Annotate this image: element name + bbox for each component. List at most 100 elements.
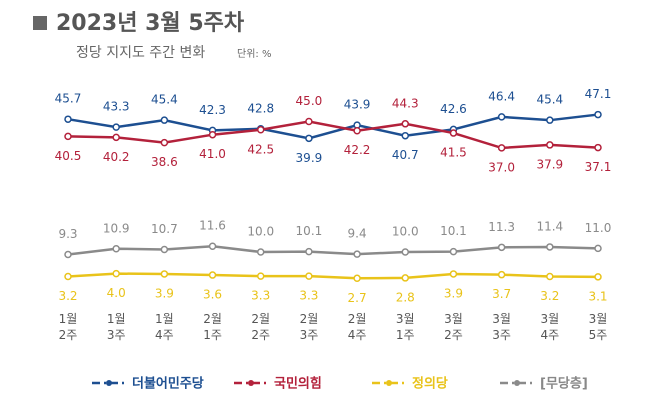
subtitle: 정당 지지도 주간 변화 — [76, 45, 205, 61]
legend-marker — [514, 380, 520, 386]
x-tick-label: 3월 3주 — [492, 312, 511, 342]
data-point — [64, 115, 72, 123]
data-label: 37.1 — [585, 160, 612, 174]
data-label: 38.6 — [151, 155, 178, 169]
data-label: 11.4 — [536, 219, 563, 233]
data-label: 3.2 — [58, 289, 77, 303]
data-point — [160, 138, 169, 147]
data-point — [112, 245, 120, 253]
data-label: 3.1 — [588, 289, 607, 303]
data-label: 41.5 — [440, 146, 467, 160]
data-point — [594, 244, 602, 253]
data-label: 42.5 — [247, 142, 274, 156]
x-tick-label: 3월 5주 — [588, 312, 608, 342]
data-label: 40.7 — [392, 148, 419, 162]
unit: 단위: % — [237, 47, 271, 60]
data-label: 45.4 — [536, 93, 563, 107]
data-point — [546, 243, 554, 251]
data-label: 3.6 — [203, 288, 222, 302]
data-label: 9.3 — [58, 227, 77, 241]
x-tick-label: 1월 3주 — [106, 312, 126, 342]
series-line — [67, 244, 599, 256]
data-label: 45.7 — [55, 92, 82, 106]
legend-label: 정의당 — [412, 376, 448, 392]
data-point — [546, 272, 554, 281]
data-label: 10.0 — [392, 225, 419, 239]
legend-marker — [386, 380, 392, 386]
legend-label: 더불어민주당 — [132, 376, 204, 392]
data-point — [594, 143, 602, 152]
data-label: 10.1 — [440, 224, 467, 238]
data-label: 9.4 — [348, 227, 367, 241]
data-label: 42.2 — [344, 143, 371, 157]
data-point — [594, 273, 602, 281]
data-point — [256, 272, 265, 280]
data-label: 45.4 — [151, 93, 178, 107]
data-point — [546, 116, 554, 124]
data-point — [497, 113, 506, 121]
x-tick-label: 3월 2주 — [444, 312, 463, 342]
series-line — [67, 272, 599, 280]
data-point — [449, 129, 458, 137]
data-label: 3.3 — [251, 289, 270, 303]
data-point — [112, 123, 120, 131]
legend-label: 국민의힘 — [274, 376, 322, 392]
title-icon — [33, 16, 47, 30]
data-point — [256, 126, 265, 134]
data-label: 46.4 — [488, 89, 515, 103]
data-point — [546, 141, 554, 149]
data-label: 3.2 — [540, 289, 559, 303]
data-point — [208, 271, 217, 279]
data-point — [401, 131, 410, 140]
data-point — [401, 274, 410, 282]
data-point — [256, 248, 265, 256]
x-tick-label: 1월 4주 — [155, 312, 174, 342]
x-tick-label: 1월 2주 — [58, 312, 78, 342]
data-point — [353, 274, 361, 283]
data-point — [160, 116, 169, 124]
data-point — [160, 270, 169, 278]
chart-title: 2023년 3월 5주차 — [56, 11, 245, 36]
data-label: 39.9 — [296, 151, 323, 165]
data-label: 3.9 — [155, 286, 174, 300]
data-label: 11.3 — [488, 220, 515, 234]
data-point — [160, 245, 169, 254]
data-point — [353, 126, 361, 135]
data-point — [305, 247, 313, 256]
data-point — [305, 117, 313, 126]
data-label: 45.0 — [296, 94, 323, 108]
data-label: 42.6 — [440, 102, 467, 116]
data-point — [594, 110, 602, 119]
data-point — [401, 248, 410, 256]
data-point — [497, 270, 506, 279]
data-label: 10.0 — [247, 225, 274, 239]
data-label: 10.7 — [151, 222, 178, 236]
data-point — [208, 242, 217, 250]
data-point — [401, 120, 410, 128]
x-tick-label: 3월 1주 — [395, 312, 415, 342]
data-label: 40.5 — [55, 149, 82, 163]
series-line — [67, 120, 599, 150]
data-label: 40.2 — [103, 150, 130, 164]
x-tick-label: 2월 1주 — [203, 312, 222, 342]
data-point — [449, 270, 458, 278]
data-label: 41.0 — [199, 147, 226, 161]
x-tick-label: 3월 4주 — [540, 312, 560, 342]
data-label: 42.8 — [247, 101, 274, 115]
x-tick-label: 2월 4주 — [347, 312, 367, 342]
data-point — [64, 132, 72, 141]
data-label: 43.9 — [344, 98, 371, 112]
data-label: 3.7 — [492, 287, 511, 301]
data-label: 44.3 — [392, 96, 419, 110]
data-point — [497, 243, 506, 252]
data-point — [305, 272, 313, 280]
data-point — [497, 144, 506, 152]
data-point — [305, 134, 313, 143]
data-label: 11.0 — [585, 221, 612, 235]
data-label: 11.6 — [199, 219, 226, 233]
data-point — [112, 269, 120, 278]
data-label: 2.8 — [396, 290, 415, 304]
data-label: 10.9 — [103, 221, 130, 235]
